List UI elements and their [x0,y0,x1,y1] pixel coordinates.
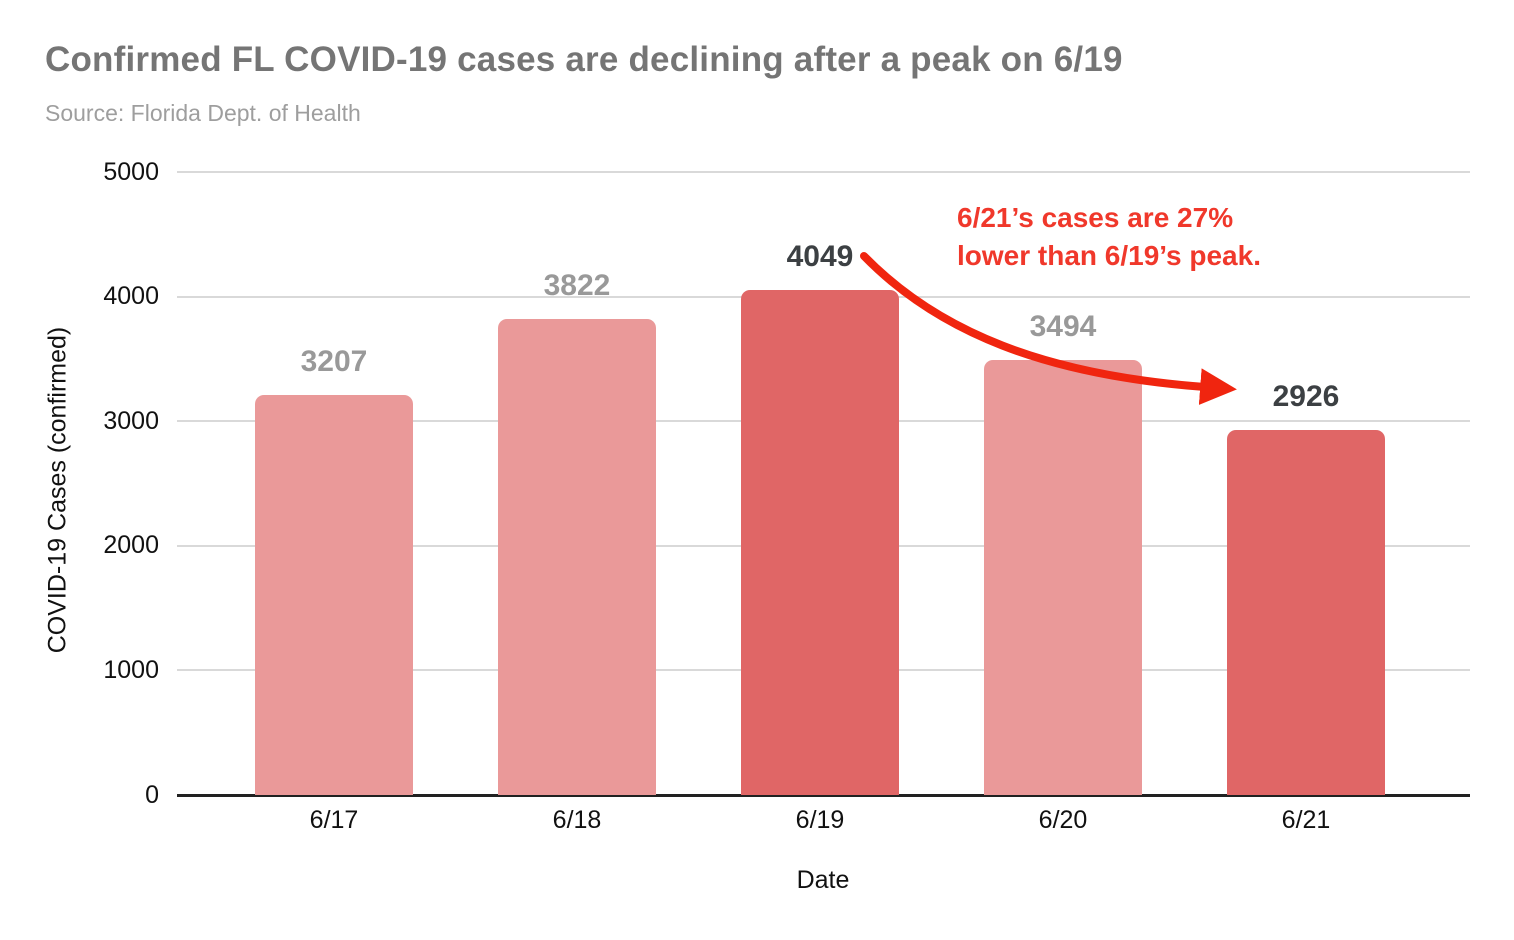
bar-value-label: 3822 [543,268,611,302]
x-tick-label: 6/17 [309,806,359,834]
x-tick-label: 6/18 [552,806,602,834]
annotation-line-1: 6/21’s cases are 27% [957,202,1234,233]
y-tick-label: 2000 [103,531,159,560]
chart-subtitle: Source: Florida Dept. of Health [45,100,361,126]
bar-value-label: 3494 [1029,309,1097,343]
y-tick-label: 0 [145,780,159,809]
x-tick-label: 6/21 [1281,806,1331,834]
x-axis-baseline [177,793,1470,797]
bar-6/19 [741,290,899,795]
annotation-text: 6/21’s cases are 27% lower than 6/19’s p… [957,199,1261,275]
y-tick-label: 5000 [103,157,159,186]
gridline [177,171,1470,173]
annotation-line-2: lower than 6/19’s peak. [957,240,1261,271]
y-tick-label: 4000 [103,282,159,311]
x-tick-label: 6/20 [1038,806,1088,834]
bar-6/21 [1227,430,1385,795]
x-axis-title: Date [796,866,850,894]
bar-6/17 [255,395,413,795]
x-tick-label: 6/19 [795,806,845,834]
bar-value-label: 3207 [300,345,368,379]
y-axis-title: COVID-19 Cases (confirmed) [43,326,72,654]
y-tick-label: 3000 [103,406,159,435]
bar-value-label: 4049 [786,240,854,274]
chart-title: Confirmed FL COVID-19 cases are declinin… [45,40,1123,79]
bar-6/20 [984,359,1142,795]
bar-6/18 [498,318,656,795]
bar-value-label: 2926 [1272,380,1340,414]
y-tick-label: 1000 [103,655,159,684]
